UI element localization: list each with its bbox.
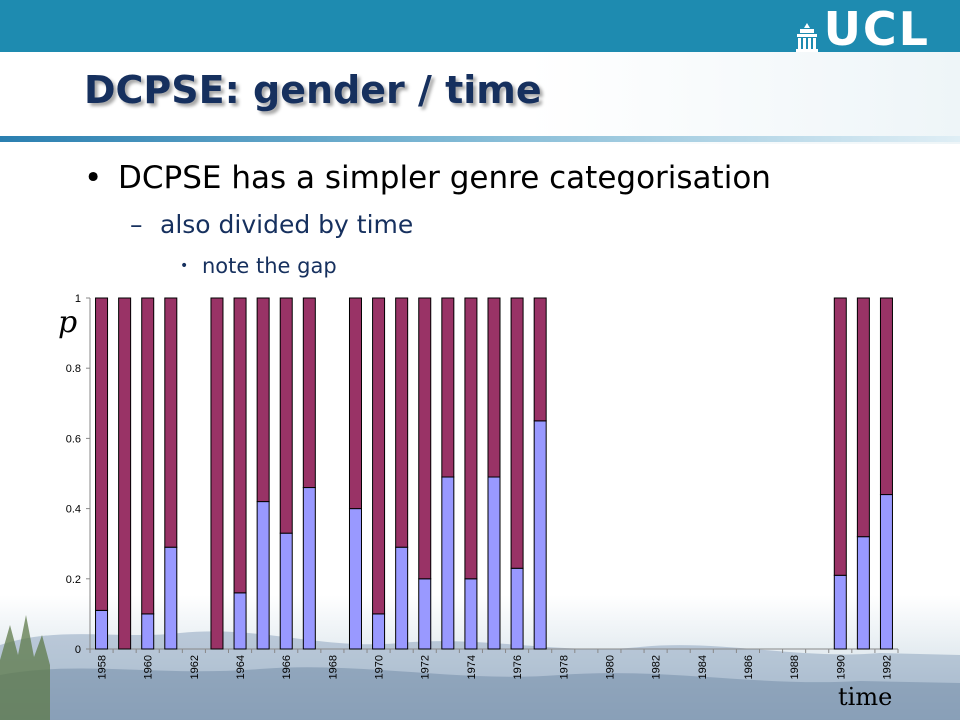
bar-segment-upper <box>372 297 386 615</box>
x-tick-label: 1988 <box>789 655 801 679</box>
bar-segment-lower <box>95 609 109 650</box>
y-axis-label: p <box>58 305 78 340</box>
bullet-marker: • <box>180 258 189 274</box>
bullet-marker: • <box>84 160 103 196</box>
bar-segment-upper <box>279 297 293 534</box>
bullet-level-1: • DCPSE has a simpler genre categorisatio… <box>84 160 771 196</box>
y-tick-label: 0.6 <box>66 433 81 445</box>
bar-segment-upper <box>95 297 109 611</box>
x-tick-label: 1964 <box>235 655 247 679</box>
logo-text: UCL <box>823 2 930 56</box>
bar-segment-upper <box>256 297 270 503</box>
ucl-logo: UCL <box>795 2 930 56</box>
bar-segment-lower <box>533 420 547 650</box>
bar-segment-upper <box>302 297 316 489</box>
x-axis-label: time <box>838 683 893 711</box>
x-tick-label: 1980 <box>604 655 616 679</box>
bar-segment-upper <box>395 297 409 548</box>
bar-segment-lower <box>441 476 455 650</box>
bar-segment-lower <box>510 567 524 650</box>
bar-segment-lower <box>348 508 362 650</box>
x-tick-label: 1960 <box>143 655 155 679</box>
bar-segment-upper <box>210 297 224 650</box>
x-tick-label: 1970 <box>374 655 386 679</box>
x-tick-label: 1982 <box>651 655 663 679</box>
bar-segment-upper <box>118 297 132 650</box>
bar-segment-lower <box>418 578 432 650</box>
x-tick-label: 1984 <box>697 655 709 679</box>
bar-segment-upper <box>141 297 155 615</box>
bar-segment-lower <box>856 536 870 650</box>
hills-graphic <box>0 615 960 720</box>
x-tick-label: 1978 <box>558 655 570 679</box>
y-tick-label: 0 <box>75 644 81 656</box>
bar-segment-upper <box>856 297 870 538</box>
bar-segment-upper <box>510 297 524 569</box>
bar-segment-upper <box>233 297 247 594</box>
bar-segment-lower <box>302 487 316 650</box>
bullet-level-2: – also divided by time <box>130 210 413 239</box>
stacked-bar-chart: 0 0.2 0.4 0.6 0.8 1 1958 1960 1962 1964 1966 1968 19… <box>66 293 899 679</box>
x-tick-label: 1962 <box>189 655 201 679</box>
x-tick-label: 1992 <box>881 655 893 679</box>
bullet-level-3: • note the gap <box>180 254 337 278</box>
bar-segment-upper <box>464 297 478 580</box>
page-title: DCPSE: gender / time <box>84 68 542 112</box>
bar-segment-lower <box>141 613 155 650</box>
bullet-text: note the gap <box>202 254 337 278</box>
x-tick-label: 1958 <box>97 655 109 679</box>
x-tick-label: 1966 <box>281 655 293 679</box>
bullet-marker: – <box>130 210 143 239</box>
bullet-text: also divided by time <box>160 210 414 239</box>
bar-segment-upper <box>533 297 547 422</box>
bar-segment-lower <box>879 494 893 650</box>
x-tick-label: 1986 <box>743 655 755 679</box>
x-tick-label: 1972 <box>420 655 432 679</box>
bar-segment-upper <box>833 297 847 576</box>
bar-segment-lower <box>233 592 247 650</box>
bar-segment-lower <box>279 532 293 650</box>
bar-segment-lower <box>372 613 386 650</box>
y-tick-label: 0.2 <box>66 574 81 586</box>
y-tick-label: 1 <box>75 293 81 305</box>
bullet-text: DCPSE has a simpler genre categorisation <box>118 160 771 196</box>
bar-segment-upper <box>348 297 362 510</box>
bar-segment-lower <box>464 578 478 650</box>
title-area <box>0 52 960 144</box>
y-tick-label: 0.4 <box>66 504 81 516</box>
portico-icon <box>795 23 818 52</box>
y-tick-label: 0.8 <box>66 363 81 375</box>
bar-segment-upper <box>418 297 432 580</box>
x-tick-label: 1976 <box>512 655 524 679</box>
bar-segment-lower <box>833 574 847 650</box>
bar-segment-upper <box>879 297 893 496</box>
bar-segment-upper <box>164 297 178 548</box>
x-tick-label: 1968 <box>327 655 339 679</box>
bar-segment-upper <box>441 297 455 478</box>
bar-segment-lower <box>164 546 178 650</box>
x-tick-label: 1974 <box>466 655 478 679</box>
bar-segment-lower <box>487 476 501 650</box>
bar-segment-lower <box>256 501 270 650</box>
bar-segment-upper <box>487 297 501 478</box>
x-tick-label: 1990 <box>835 655 847 679</box>
bar-segment-lower <box>395 546 409 650</box>
title-rule <box>0 136 960 142</box>
